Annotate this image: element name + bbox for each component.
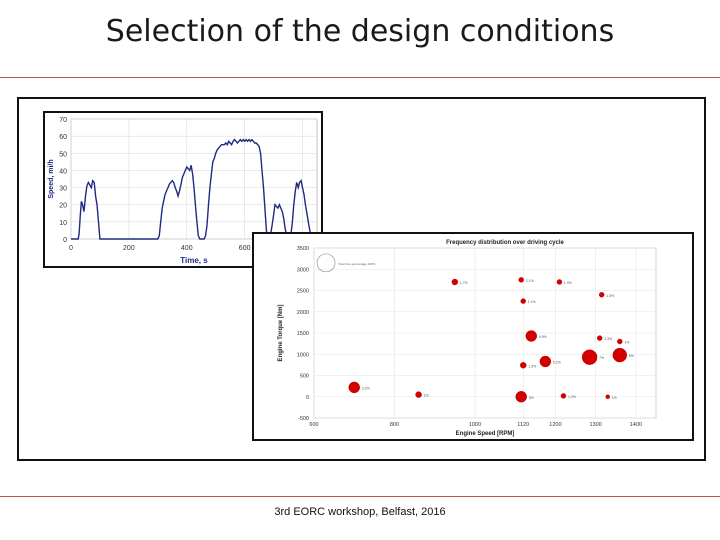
x-tick-label: 1120 bbox=[517, 422, 529, 428]
y-axis-label: Speed, mi/h bbox=[48, 159, 55, 198]
scatter-point bbox=[520, 362, 527, 369]
slide-title: Selection of the design conditions bbox=[105, 14, 615, 49]
scatter-point bbox=[348, 381, 360, 394]
y-tick-label: -500 bbox=[298, 416, 309, 422]
point-data-label: 1.3% bbox=[604, 337, 612, 341]
y-tick-label: 30 bbox=[59, 186, 67, 193]
x-tick-label: 200 bbox=[123, 245, 135, 252]
point-data-label: 1.1% bbox=[528, 300, 536, 304]
x-tick-label: 0 bbox=[69, 245, 73, 252]
x-tick-label: 800 bbox=[390, 422, 399, 428]
y-tick-label: 0 bbox=[306, 395, 309, 401]
x-tick-label: 1000 bbox=[469, 422, 481, 428]
point-data-label: 1% bbox=[612, 396, 617, 400]
speed-series-line bbox=[71, 138, 317, 240]
y-axis-label: Engine Torque [Nm] bbox=[278, 305, 284, 362]
frequency-distribution-chart-svg: Frequency distribution over driving cycl… bbox=[278, 240, 657, 437]
point-data-label: 1.5% bbox=[606, 294, 614, 298]
y-tick-label: 10 bbox=[59, 220, 67, 227]
scatter-point bbox=[415, 391, 422, 398]
scatter-point bbox=[598, 292, 605, 298]
chart-title: Frequency distribution over driving cycl… bbox=[446, 240, 564, 246]
y-tick-label: 40 bbox=[59, 168, 67, 175]
y-tick-label: 20 bbox=[59, 203, 67, 210]
scatter-point bbox=[556, 279, 563, 285]
point-data-label: 7% bbox=[599, 356, 604, 360]
point-data-label: 1.9% bbox=[564, 281, 572, 285]
point-data-label: 1% bbox=[624, 341, 629, 345]
plot-area bbox=[70, 118, 318, 240]
y-tick-label: 2000 bbox=[297, 310, 309, 316]
speed-time-chart: 0102030405060700200400600800Time, sSpeed… bbox=[43, 111, 323, 268]
x-axis-label: Engine Speed [RPM] bbox=[456, 431, 515, 437]
point-data-label: 1% bbox=[424, 394, 429, 398]
y-tick-label: 2500 bbox=[297, 289, 309, 295]
scatter-point bbox=[520, 298, 526, 304]
scatter-point bbox=[451, 278, 459, 286]
point-data-label: 5.2% bbox=[553, 360, 561, 364]
scatter-point bbox=[525, 330, 537, 342]
y-tick-label: 1000 bbox=[297, 352, 309, 358]
scatter-point bbox=[581, 349, 598, 365]
scatter-point bbox=[596, 335, 603, 341]
scatter-point bbox=[515, 391, 527, 403]
y-tick-label: 1500 bbox=[297, 331, 309, 337]
scatter-point bbox=[605, 394, 610, 399]
legend-reference-label: Total time percentage 100% bbox=[338, 262, 376, 266]
y-tick-label: 50 bbox=[59, 151, 67, 158]
scatter-point bbox=[612, 347, 627, 363]
x-tick-label: 1300 bbox=[590, 422, 602, 428]
point-data-label: 6% bbox=[629, 354, 634, 358]
title-divider bbox=[0, 77, 720, 78]
legend-reference-marker bbox=[316, 253, 336, 273]
x-tick-label: 1200 bbox=[549, 422, 561, 428]
scatter-point bbox=[617, 338, 623, 345]
speed-time-chart-svg: 0102030405060700200400600800Time, sSpeed… bbox=[48, 117, 318, 265]
scatter-point bbox=[560, 393, 567, 399]
point-data-label: 1.7% bbox=[460, 281, 468, 285]
y-tick-label: 3000 bbox=[297, 267, 309, 273]
slide-footer: 3rd EORC workshop, Belfast, 2016 bbox=[274, 506, 446, 518]
y-tick-label: 0 bbox=[63, 237, 67, 244]
footer-divider bbox=[0, 496, 720, 497]
x-tick-label: 1400 bbox=[630, 422, 642, 428]
point-data-label: 1.2% bbox=[568, 395, 576, 399]
x-tick-label: 600 bbox=[239, 245, 251, 252]
scatter-point bbox=[539, 355, 552, 368]
x-axis-label: Time, s bbox=[180, 256, 208, 265]
point-data-label: 3% bbox=[529, 396, 534, 400]
frequency-distribution-chart: Frequency distribution over driving cycl… bbox=[252, 232, 694, 441]
y-tick-label: 60 bbox=[59, 134, 67, 141]
point-data-label: 3.2% bbox=[362, 386, 370, 390]
point-data-label: 2.1% bbox=[526, 279, 534, 283]
y-tick-label: 3500 bbox=[297, 246, 309, 252]
point-data-label: 4.9% bbox=[539, 335, 547, 339]
x-tick-label: 400 bbox=[181, 245, 193, 252]
x-tick-label: 600 bbox=[309, 422, 318, 428]
point-data-label: 1.3% bbox=[528, 364, 536, 368]
y-tick-label: 70 bbox=[59, 117, 67, 124]
scatter-point bbox=[518, 277, 524, 283]
y-tick-label: 500 bbox=[300, 374, 309, 380]
